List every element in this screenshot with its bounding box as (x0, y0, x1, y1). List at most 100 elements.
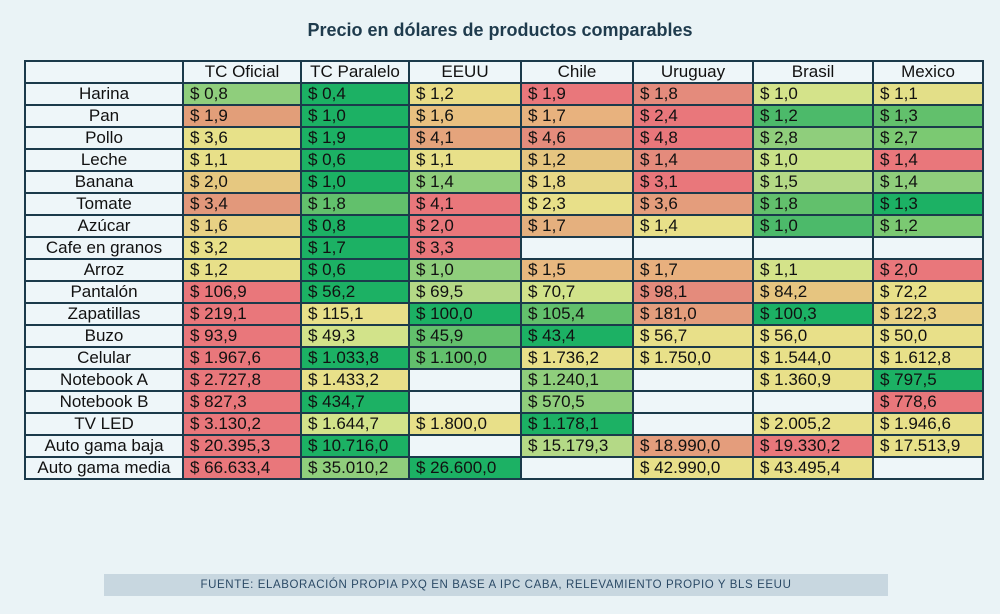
value-cell: $ 1,9 (520, 82, 634, 106)
empty-cell (872, 236, 984, 260)
table-row: TV LED $ 3.130,2 $ 1.644,7 $ 1.800,0 $ 1.178… (24, 412, 984, 436)
value-cell: $ 105,4 (520, 302, 634, 326)
empty-cell (520, 456, 634, 480)
value-cell: $ 1,1 (408, 148, 522, 172)
value-cell: $ 1,4 (408, 170, 522, 194)
value-cell: $ 2,0 (872, 258, 984, 282)
value-cell: $ 1,0 (752, 214, 874, 238)
value-cell: $ 2,3 (520, 192, 634, 216)
value-cell: $ 1,9 (300, 126, 410, 150)
empty-cell (408, 368, 522, 392)
value-cell: $ 1,2 (752, 104, 874, 128)
table-row: Pan $ 1,9 $ 1,0 $ 1,6 $ 1,7 $ 2,4 $ 1,2 $ 1,3 (24, 104, 984, 128)
value-cell: $ 15.179,3 (520, 434, 634, 458)
source-note: FUENTE: ELABORACIÓN PROPIA PXQ EN BASE A… (104, 574, 888, 596)
table-row: Buzo $ 93,9 $ 49,3 $ 45,9 $ 43,4 $ 56,7 $ 56,0… (24, 324, 984, 348)
value-cell: $ 1,8 (632, 82, 754, 106)
value-cell: $ 66.633,4 (182, 456, 302, 480)
value-cell: $ 778,6 (872, 390, 984, 414)
value-cell: $ 4,6 (520, 126, 634, 150)
price-table: TC Oficial TC Paralelo EEUU Chile Uruguay Bra… (24, 60, 984, 480)
value-cell: $ 122,3 (872, 302, 984, 326)
value-cell: $ 1.800,0 (408, 412, 522, 436)
value-cell: $ 17.513,9 (872, 434, 984, 458)
value-cell: $ 43.495,4 (752, 456, 874, 480)
value-cell: $ 3.130,2 (182, 412, 302, 436)
row-label: Cafe en granos (24, 236, 184, 260)
value-cell: $ 1,0 (752, 148, 874, 172)
value-cell: $ 2,0 (182, 170, 302, 194)
column-header: EEUU (408, 60, 522, 84)
table-row: Arroz $ 1,2 $ 0,6 $ 1,0 $ 1,5 $ 1,7 $ 1,1 $ 2,0 (24, 258, 984, 282)
value-cell: $ 1,2 (872, 214, 984, 238)
table-body: Harina $ 0,8 $ 0,4 $ 1,2 $ 1,9 $ 1,8 $ 1,0 $ 1,… (24, 82, 984, 480)
value-cell: $ 1.750,0 (632, 346, 754, 370)
row-label: Pollo (24, 126, 184, 150)
row-label: Auto gama baja (24, 434, 184, 458)
row-label: Notebook A (24, 368, 184, 392)
value-cell: $ 3,6 (632, 192, 754, 216)
table-row: Tomate $ 3,4 $ 1,8 $ 4,1 $ 2,3 $ 3,6 $ 1,8 $ 1,… (24, 192, 984, 216)
value-cell: $ 181,0 (632, 302, 754, 326)
value-cell: $ 1.946,6 (872, 412, 984, 436)
value-cell: $ 1,4 (632, 214, 754, 238)
table-row: Celular $ 1.967,6 $ 1.033,8 $ 1.100,0 $ 1.73… (24, 346, 984, 370)
corner-cell (24, 60, 184, 84)
value-cell: $ 1,5 (752, 170, 874, 194)
value-cell: $ 1.544,0 (752, 346, 874, 370)
value-cell: $ 1,1 (182, 148, 302, 172)
value-cell: $ 3,2 (182, 236, 302, 260)
table-row: Pantalón $ 106,9 $ 56,2 $ 69,5 $ 70,7 $ 98,1 $… (24, 280, 984, 304)
value-cell: $ 20.395,3 (182, 434, 302, 458)
value-cell: $ 1,7 (632, 258, 754, 282)
value-cell: $ 2.005,2 (752, 412, 874, 436)
value-cell: $ 0,8 (182, 82, 302, 106)
value-cell: $ 4,8 (632, 126, 754, 150)
row-label: Harina (24, 82, 184, 106)
value-cell: $ 1,2 (520, 148, 634, 172)
row-label: Buzo (24, 324, 184, 348)
value-cell: $ 0,6 (300, 148, 410, 172)
value-cell: $ 93,9 (182, 324, 302, 348)
value-cell: $ 2,8 (752, 126, 874, 150)
value-cell: $ 84,2 (752, 280, 874, 304)
column-header: Mexico (872, 60, 984, 84)
value-cell: $ 1,0 (300, 170, 410, 194)
value-cell: $ 1,7 (300, 236, 410, 260)
column-header: Chile (520, 60, 634, 84)
column-header: TC Paralelo (300, 60, 410, 84)
value-cell: $ 1,0 (752, 82, 874, 106)
empty-cell (752, 236, 874, 260)
empty-cell (872, 456, 984, 480)
value-cell: $ 3,1 (632, 170, 754, 194)
row-label: Azúcar (24, 214, 184, 238)
value-cell: $ 1,7 (520, 104, 634, 128)
value-cell: $ 18.990,0 (632, 434, 754, 458)
value-cell: $ 1,1 (872, 82, 984, 106)
value-cell: $ 4,1 (408, 126, 522, 150)
value-cell: $ 2,0 (408, 214, 522, 238)
value-cell: $ 1,8 (300, 192, 410, 216)
table-row: Leche $ 1,1 $ 0,6 $ 1,1 $ 1,2 $ 1,4 $ 1,0 $ 1,4 (24, 148, 984, 172)
table-row: Notebook A $ 2.727,8 $ 1.433,2 $ 1.240,1 $ 1… (24, 368, 984, 392)
empty-cell (408, 390, 522, 414)
value-cell: $ 56,0 (752, 324, 874, 348)
value-cell: $ 1,3 (872, 192, 984, 216)
table-row: Azúcar $ 1,6 $ 0,8 $ 2,0 $ 1,7 $ 1,4 $ 1,0 $ 1,… (24, 214, 984, 238)
value-cell: $ 1,8 (752, 192, 874, 216)
row-label: Arroz (24, 258, 184, 282)
header-row: TC Oficial TC Paralelo EEUU Chile Uruguay Bra… (24, 60, 984, 84)
table-row: Notebook B $ 827,3 $ 434,7 $ 570,5 $ 778,6 (24, 390, 984, 414)
value-cell: $ 1,8 (520, 170, 634, 194)
value-cell: $ 0,8 (300, 214, 410, 238)
value-cell: $ 1,2 (182, 258, 302, 282)
value-cell: $ 100,3 (752, 302, 874, 326)
value-cell: $ 100,0 (408, 302, 522, 326)
value-cell: $ 219,1 (182, 302, 302, 326)
empty-cell (632, 412, 754, 436)
value-cell: $ 1.360,9 (752, 368, 874, 392)
table-row: Auto gama baja $ 20.395,3 $ 10.716,0 $ 15.1… (24, 434, 984, 458)
row-label: Notebook B (24, 390, 184, 414)
value-cell: $ 797,5 (872, 368, 984, 392)
value-cell: $ 42.990,0 (632, 456, 754, 480)
